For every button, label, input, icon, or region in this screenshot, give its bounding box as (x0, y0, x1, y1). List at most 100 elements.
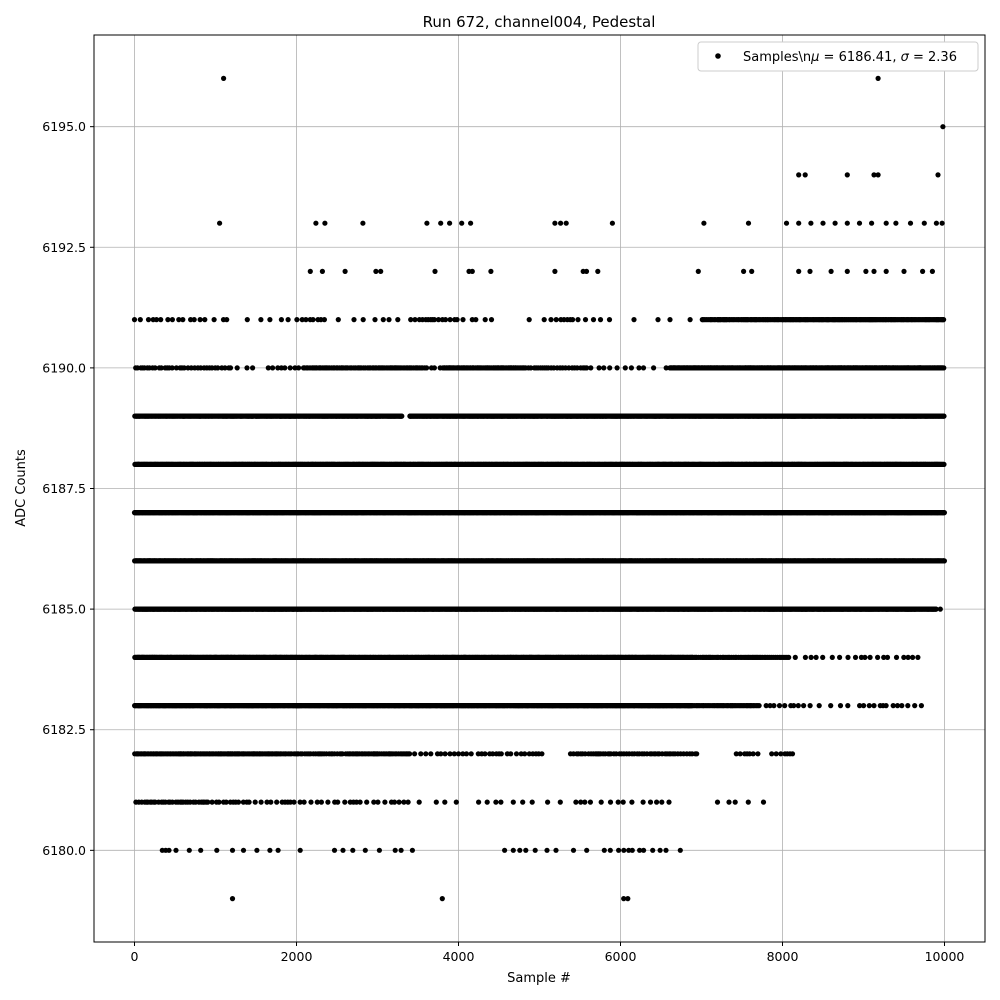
data-point (152, 365, 158, 371)
data-point (468, 220, 474, 226)
data-point (351, 317, 357, 323)
data-point (663, 365, 669, 371)
data-point (278, 317, 284, 323)
data-point (145, 317, 152, 323)
data-point (454, 317, 460, 323)
data-point (335, 317, 341, 323)
data-point (558, 220, 564, 226)
data-point (856, 220, 863, 226)
data-point (460, 317, 466, 323)
data-point (628, 365, 635, 371)
data-point (588, 365, 594, 371)
data-point (863, 268, 869, 274)
data-point (553, 317, 559, 323)
data-point (796, 220, 802, 226)
data-point (741, 268, 747, 274)
data-point (614, 365, 620, 371)
data-point (435, 317, 442, 323)
data-point (883, 268, 889, 274)
data-point (695, 268, 701, 274)
data-point (229, 896, 236, 902)
data-point (176, 317, 182, 323)
data-point (373, 268, 379, 274)
data-point (488, 317, 495, 323)
data-point (287, 365, 293, 371)
data-point (745, 220, 752, 226)
data-point (224, 317, 230, 323)
data-point (941, 317, 947, 323)
data-point (582, 317, 589, 323)
data-point (941, 365, 947, 371)
data-point (131, 317, 138, 323)
data-point (597, 317, 604, 323)
data-point (310, 317, 316, 323)
data-point (165, 317, 171, 323)
data-point (796, 268, 802, 274)
data-point (137, 317, 143, 323)
data-point (322, 220, 328, 226)
data-point (631, 317, 637, 323)
data-point (244, 365, 250, 371)
data-point (191, 317, 197, 323)
data-point (687, 317, 693, 323)
data-point (749, 268, 755, 274)
data-point (871, 172, 877, 178)
data-point (395, 317, 401, 323)
data-point (158, 317, 164, 323)
data-point (621, 896, 627, 902)
data-point (180, 317, 186, 323)
data-point (360, 220, 366, 226)
data-point (296, 365, 302, 371)
data-point (265, 365, 271, 371)
data-point (307, 268, 313, 274)
data-point (595, 268, 601, 274)
data-point (378, 268, 384, 274)
data-point (883, 220, 889, 226)
data-point (807, 268, 813, 274)
data-point (447, 220, 453, 226)
data-point (250, 365, 256, 371)
data-point (875, 75, 881, 81)
data-point (655, 317, 661, 323)
data-point (275, 365, 281, 371)
data-point (188, 317, 194, 323)
data-point (590, 317, 597, 323)
data-point (907, 220, 914, 226)
data-point (548, 317, 554, 323)
data-point (285, 317, 291, 323)
data-point (227, 365, 234, 371)
data-point (808, 220, 814, 226)
data-point (399, 413, 405, 419)
chart-title: Run 672, channel004, Pedestal (423, 13, 656, 31)
data-point (380, 317, 386, 323)
data-point (563, 220, 569, 226)
data-point (244, 317, 250, 323)
data-point (601, 365, 607, 371)
data-point (258, 317, 264, 323)
data-point (701, 220, 707, 226)
data-point (215, 365, 221, 371)
data-point (169, 365, 175, 371)
data-point (869, 220, 875, 226)
data-point (783, 220, 790, 226)
data-point (202, 317, 208, 323)
data-point (933, 220, 940, 226)
data-point (438, 220, 444, 226)
data-point (893, 220, 899, 226)
data-point (360, 317, 366, 323)
data-point (552, 268, 558, 274)
data-point (197, 317, 203, 323)
data-point (424, 220, 430, 226)
data-point (636, 365, 642, 371)
data-point (596, 365, 602, 371)
data-point (181, 365, 187, 371)
data-point (408, 317, 414, 323)
data-point (469, 268, 475, 274)
data-point (526, 317, 532, 323)
data-point (609, 220, 616, 226)
data-point (222, 365, 228, 371)
data-point (920, 268, 926, 274)
data-point (921, 220, 927, 226)
data-point (941, 461, 947, 467)
